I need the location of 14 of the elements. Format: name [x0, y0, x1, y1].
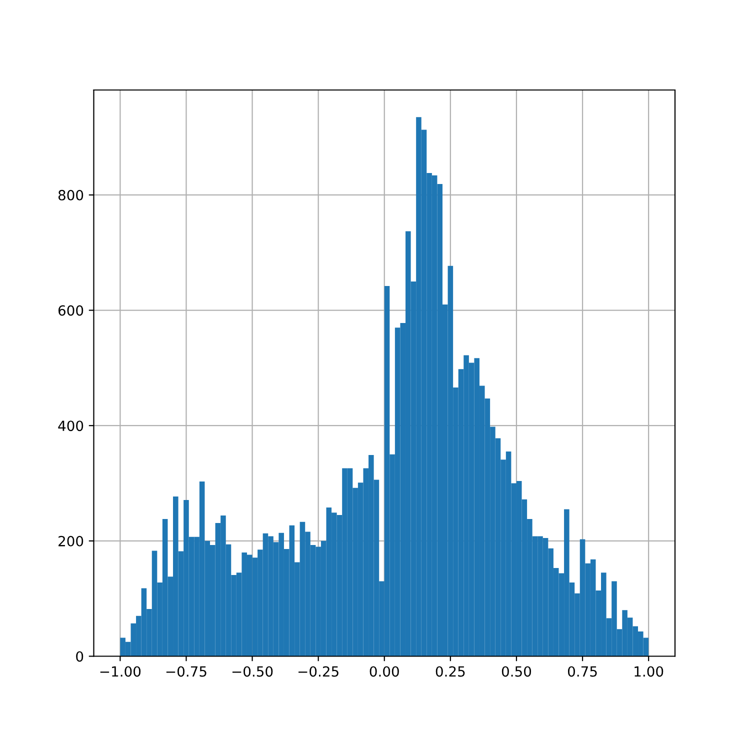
x-tick-label: −0.75 [166, 666, 206, 677]
y-tick-label: 0 [76, 651, 84, 662]
x-tick-label: −0.25 [298, 666, 338, 677]
y-tick-label: 800 [58, 190, 84, 200]
x-tick-label: 0.25 [436, 666, 465, 677]
x-tick-label: 1.00 [634, 666, 664, 677]
x-tick-label: −0.50 [232, 666, 273, 677]
x-tick-label: 0.75 [568, 666, 597, 677]
y-tick-label: 600 [58, 305, 84, 316]
x-tick-label: 0.50 [502, 666, 532, 677]
y-tick-label: 200 [58, 536, 84, 546]
x-tick-label: 0.00 [370, 666, 399, 677]
y-tick-label: 400 [58, 420, 84, 432]
x-tick-label: −1.00 [100, 666, 141, 677]
